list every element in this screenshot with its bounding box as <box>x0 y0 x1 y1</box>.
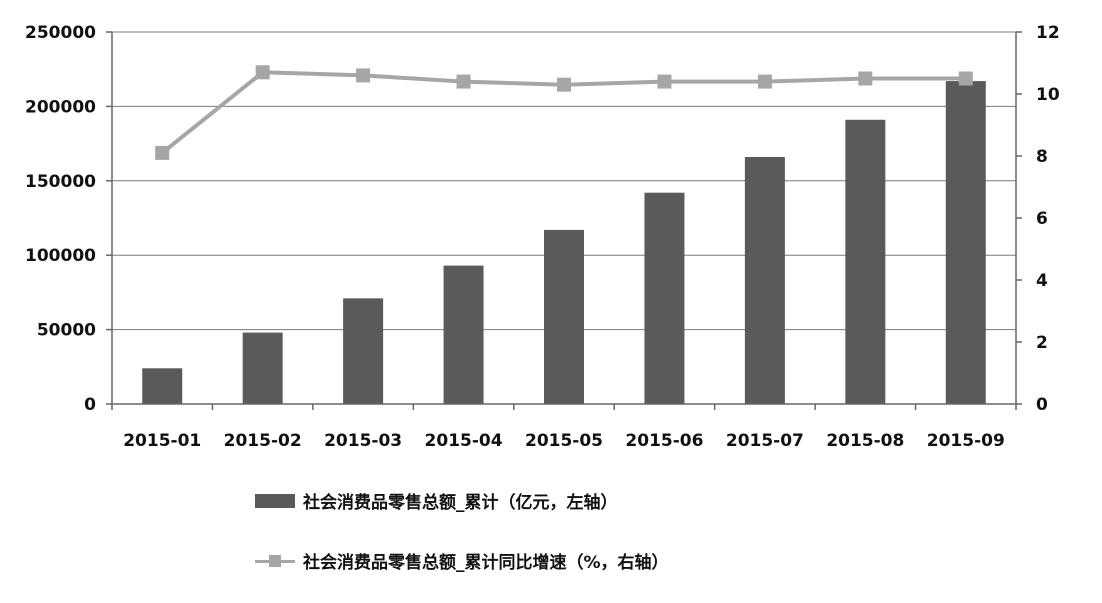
y-right-tick-label: 12 <box>1036 23 1060 43</box>
line-marker <box>958 71 973 86</box>
x-tick-label: 2015-01 <box>123 431 201 451</box>
y-left-tick-label: 50000 <box>37 321 96 341</box>
y-left-tick-label: 250000 <box>25 23 96 43</box>
line-marker <box>657 74 672 89</box>
y-left-tick-label: 200000 <box>25 97 96 117</box>
bar <box>744 156 785 404</box>
bar <box>644 192 685 404</box>
bar <box>343 298 384 404</box>
x-tick-label: 2015-05 <box>525 431 603 451</box>
x-tick-label: 2015-08 <box>826 431 904 451</box>
y-right-tick-label: 8 <box>1036 147 1048 167</box>
line-marker <box>757 74 772 89</box>
line-marker <box>155 145 170 160</box>
y-left-tick-label: 100000 <box>25 246 96 266</box>
legend-bar-swatch <box>255 493 295 508</box>
bar <box>242 332 283 404</box>
y-right-tick-label: 2 <box>1036 333 1048 353</box>
line-marker <box>858 71 873 86</box>
tick-labels: 0 50000 100000 150000 200000 250000 0 2 4 6 8 10 12 2… <box>25 23 1060 451</box>
x-tick-label: 2015-09 <box>927 431 1005 451</box>
line-marker <box>255 65 270 80</box>
x-tick-label: 2015-07 <box>726 431 804 451</box>
x-tick-label: 2015-06 <box>625 431 703 451</box>
legend-item-bar: 社会消费品零售总额_累计（亿元，左轴） <box>255 488 618 513</box>
x-tick-label: 2015-04 <box>425 431 503 451</box>
legend-line-swatch <box>255 554 295 568</box>
legend-bar-label: 社会消费品零售总额_累计（亿元，左轴） <box>303 493 618 513</box>
legend-line-label: 社会消费品零售总额_累计同比增速（%，右轴） <box>303 553 669 573</box>
y-right-tick-label: 0 <box>1036 395 1048 415</box>
bar <box>544 229 584 404</box>
y-right-tick-label: 6 <box>1036 209 1048 229</box>
axes <box>106 31 1022 410</box>
bar <box>845 119 886 405</box>
x-tick-label: 2015-02 <box>224 431 302 451</box>
line-marker <box>456 74 471 89</box>
y-left-tick-label: 0 <box>84 395 96 415</box>
legend-item-line: 社会消费品零售总额_累计同比增速（%，右轴） <box>255 548 669 573</box>
line-marker <box>557 77 571 92</box>
y-right-tick-label: 4 <box>1036 271 1048 291</box>
bar-series <box>142 81 986 405</box>
line-series <box>155 65 973 160</box>
line-marker <box>356 68 371 83</box>
bar <box>443 265 484 404</box>
bar <box>945 81 986 404</box>
bar <box>142 368 183 404</box>
y-left-tick-label: 150000 <box>25 172 96 192</box>
y-right-tick-label: 10 <box>1036 85 1060 105</box>
x-tick-label: 2015-03 <box>324 431 402 451</box>
